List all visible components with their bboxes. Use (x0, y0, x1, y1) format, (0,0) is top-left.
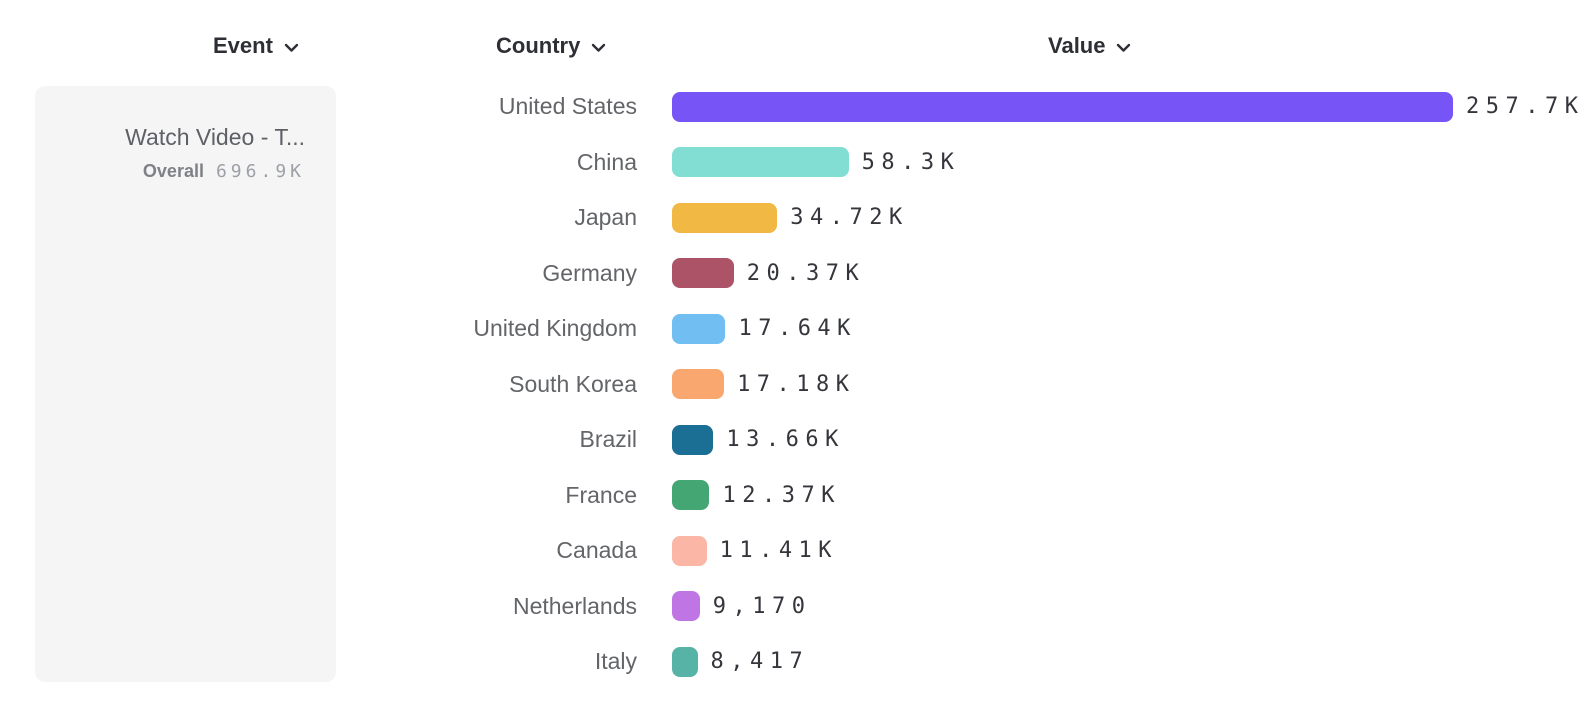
country-label: United States (498, 93, 637, 120)
value-bar-netherlands[interactable] (672, 591, 700, 622)
chart-row: Japan 34.72K (336, 190, 1584, 246)
value-label: 8,417 (710, 649, 810, 675)
country-label: Germany (542, 259, 637, 286)
value-bar-united-kingdom[interactable] (672, 313, 726, 344)
value-column-label: Value (1048, 33, 1106, 58)
value-label: 12.37K (722, 482, 841, 508)
value-bar-brazil[interactable] (672, 424, 714, 455)
country-label: United Kingdom (473, 315, 637, 342)
country-bar-chart: United States 257.7K China 58.3K Japan 3… (336, 79, 1584, 690)
chevron-down-icon (592, 43, 606, 52)
chart-row: United States 257.7K (336, 79, 1584, 135)
country-label: France (565, 481, 637, 508)
value-label: 13.66K (726, 427, 845, 453)
value-bar-italy[interactable] (672, 646, 698, 677)
country-label: Brazil (579, 426, 637, 453)
value-bar-germany[interactable] (672, 258, 734, 289)
chart-row: China 58.3K (336, 135, 1584, 191)
chart-row: United Kingdom 17.64K (336, 301, 1584, 357)
value-bar-france[interactable] (672, 480, 710, 511)
event-card[interactable]: Watch Video - T... Overall 696.9K (35, 86, 336, 682)
value-bar-china[interactable] (672, 147, 849, 178)
value-bar-united-states[interactable] (672, 91, 1453, 122)
country-label: Japan (574, 204, 637, 231)
value-label: 20.37K (746, 260, 866, 286)
chart-row: Netherlands 9,170 (336, 579, 1584, 635)
value-label: 11.41K (719, 538, 839, 564)
value-bar-south-korea[interactable] (672, 369, 725, 400)
value-label: 17.18K (737, 371, 856, 397)
event-column-header[interactable]: Event (213, 33, 299, 59)
value-bar-canada[interactable] (672, 535, 707, 566)
event-column-label: Event (213, 33, 273, 58)
chart-row: Germany 20.37K (336, 246, 1584, 302)
chart-row: Brazil 13.66K (336, 412, 1584, 468)
value-label: 9,170 (712, 593, 812, 619)
chart-row: Canada 11.41K (336, 523, 1584, 579)
chevron-down-icon (284, 43, 299, 52)
value-label: 58.3K (861, 149, 961, 175)
value-bar-japan[interactable] (672, 202, 778, 233)
country-column-label: Country (496, 33, 581, 58)
country-column-header[interactable]: Country (496, 33, 606, 59)
country-label: Italy (594, 648, 637, 675)
value-label: 34.72K (790, 205, 909, 231)
overall-value: 696.9K (215, 161, 305, 182)
country-label: Canada (556, 537, 637, 564)
country-label: China (576, 148, 637, 175)
country-label: South Korea (509, 370, 637, 397)
chart-row: Italy 8,417 (336, 634, 1584, 690)
event-overall-row: Overall 696.9K (55, 161, 305, 182)
country-label: Netherlands (512, 592, 637, 619)
event-title: Watch Video - T... (125, 124, 305, 150)
value-label: 257.7K (1466, 94, 1584, 120)
chart-row: South Korea 17.18K (336, 357, 1584, 413)
overall-label: Overall (142, 161, 204, 181)
chevron-down-icon (1117, 43, 1131, 52)
chart-row: France 12.37K (336, 468, 1584, 524)
value-column-header[interactable]: Value (1048, 33, 1131, 59)
value-label: 17.64K (738, 316, 857, 342)
